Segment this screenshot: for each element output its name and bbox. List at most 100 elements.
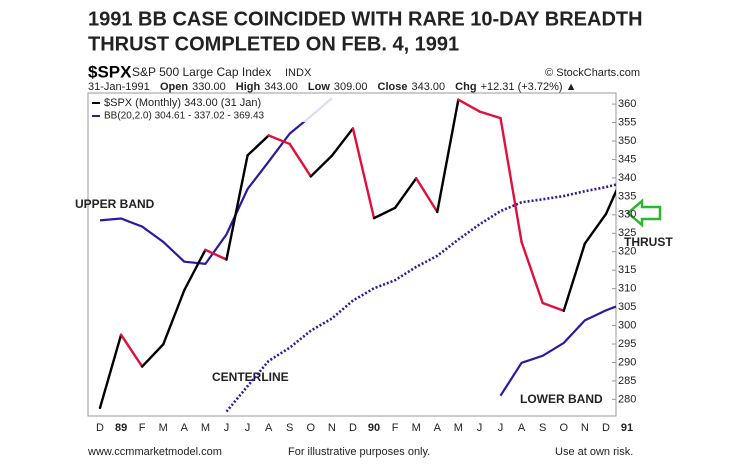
x-tick-label: J — [498, 422, 504, 434]
x-tick-label: D — [96, 422, 104, 434]
exchange: INDX — [285, 67, 312, 79]
y-tick-label: 320 — [618, 246, 636, 258]
price-segment — [478, 110, 502, 120]
price-segment — [393, 177, 418, 210]
symbol: $SPX — [88, 62, 132, 81]
footer: Use at own risk. — [555, 446, 633, 458]
footer: www.ccmmarketmodel.com — [87, 446, 222, 458]
x-tick-label: A — [434, 422, 442, 434]
y-tick-label: 340 — [618, 172, 636, 184]
price-segment — [119, 333, 144, 368]
legend-label: $SPX (Monthly) 343.00 (31 Jan) — [104, 97, 261, 109]
thrust-arrow — [626, 198, 662, 228]
price-segment — [436, 98, 460, 214]
x-tick-label: S — [539, 422, 546, 434]
y-tick-label: 360 — [618, 98, 636, 110]
x-tick-label: J — [224, 422, 230, 434]
y-tick-label: 285 — [618, 375, 636, 387]
y-tick-label: 335 — [618, 190, 636, 202]
x-tick-label: S — [286, 422, 293, 434]
x-tick-label: F — [392, 422, 399, 434]
y-tick-label: 300 — [618, 319, 636, 331]
price-segment — [267, 134, 291, 146]
x-tick-label: M — [412, 422, 421, 434]
x-tick-label: 90 — [368, 422, 380, 434]
quote-value: 330.00 — [192, 81, 226, 93]
quote-value: 343.00 — [412, 81, 446, 93]
title-line: 1991 BB CASE COINCIDED WITH RARE 10-DAY … — [88, 8, 643, 30]
price-segment — [98, 333, 123, 410]
x-tick-label: D — [602, 422, 610, 434]
price-segment — [520, 240, 544, 305]
price-segment — [225, 154, 249, 261]
annotation: THRUST — [624, 235, 673, 249]
plot-frame — [87, 92, 617, 417]
price-segment — [246, 134, 270, 157]
annotation: CENTERLINE — [212, 370, 289, 384]
y-tick-label: 325 — [618, 227, 636, 239]
price-segment — [562, 242, 587, 312]
price-segment — [183, 248, 207, 292]
quote-value: 309.00 — [334, 81, 368, 93]
price-segment — [140, 343, 165, 368]
annotation: LOWER BAND — [520, 392, 603, 406]
price-segment — [541, 301, 565, 312]
price-segment — [372, 206, 397, 220]
legend-label: BB(20,2.0) 304.61 - 337.02 - 369.43 — [104, 111, 265, 122]
bollinger-band — [99, 97, 333, 266]
x-tick-label: A — [181, 422, 189, 434]
quote-label: Open — [160, 81, 188, 93]
x-tick-label: J — [477, 422, 483, 434]
quote-label: Low — [308, 81, 330, 93]
x-tick-label: M — [201, 422, 210, 434]
y-tick-label: 280 — [618, 393, 636, 405]
y-tick-label: 330 — [618, 209, 636, 221]
x-tick-label: N — [328, 422, 336, 434]
footer: For illustrative purposes only. — [288, 446, 430, 458]
x-tick-label: A — [265, 422, 273, 434]
bollinger-band — [499, 305, 616, 397]
x-tick-label: J — [245, 422, 251, 434]
x-tick-label: M — [159, 422, 168, 434]
x-tick-label: O — [559, 422, 568, 434]
price-segment — [162, 288, 186, 346]
price-segment — [604, 188, 616, 216]
x-tick-label: D — [349, 422, 357, 434]
annotation: UPPER BAND — [75, 197, 155, 211]
price-segment — [288, 142, 312, 178]
y-tick-label: 310 — [618, 283, 636, 295]
y-tick-label: 290 — [618, 356, 636, 368]
y-tick-label: 295 — [618, 338, 636, 350]
y-tick-label: 350 — [618, 135, 636, 147]
price-segment — [583, 212, 608, 245]
y-tick-label: 345 — [618, 153, 636, 165]
index-name: S&P 500 Large Cap Index — [132, 65, 271, 79]
price-segment — [457, 98, 481, 113]
x-tick-label: 89 — [115, 422, 127, 434]
legend-box — [89, 96, 334, 122]
price-segment — [415, 177, 439, 214]
y-tick-label: 315 — [618, 264, 636, 276]
x-tick-label: A — [518, 422, 526, 434]
x-tick-label: N — [581, 422, 589, 434]
quote-value: +12.31 (+3.72%) ▲ — [481, 81, 577, 93]
x-tick-label: F — [139, 422, 146, 434]
x-tick-label: 91 — [621, 422, 633, 434]
quote-date: 31-Jan-1991 — [88, 81, 150, 93]
price-segment — [309, 154, 334, 178]
y-tick-label: 305 — [618, 301, 636, 313]
bollinger-band — [225, 183, 616, 413]
quote-label: Close — [378, 81, 408, 93]
x-tick-label: M — [454, 422, 463, 434]
price-segment — [330, 127, 355, 157]
price-segment — [499, 116, 523, 244]
source: © StockCharts.com — [545, 67, 640, 79]
quote-label: High — [236, 81, 261, 93]
y-tick-label: 355 — [618, 116, 636, 128]
quote-label: Chg — [455, 81, 476, 93]
quote-value: 343.00 — [264, 81, 298, 93]
plot-area — [98, 97, 616, 413]
title-line: THRUST COMPLETED ON FEB. 4, 1991 — [88, 33, 459, 55]
x-tick-label: O — [307, 422, 316, 434]
